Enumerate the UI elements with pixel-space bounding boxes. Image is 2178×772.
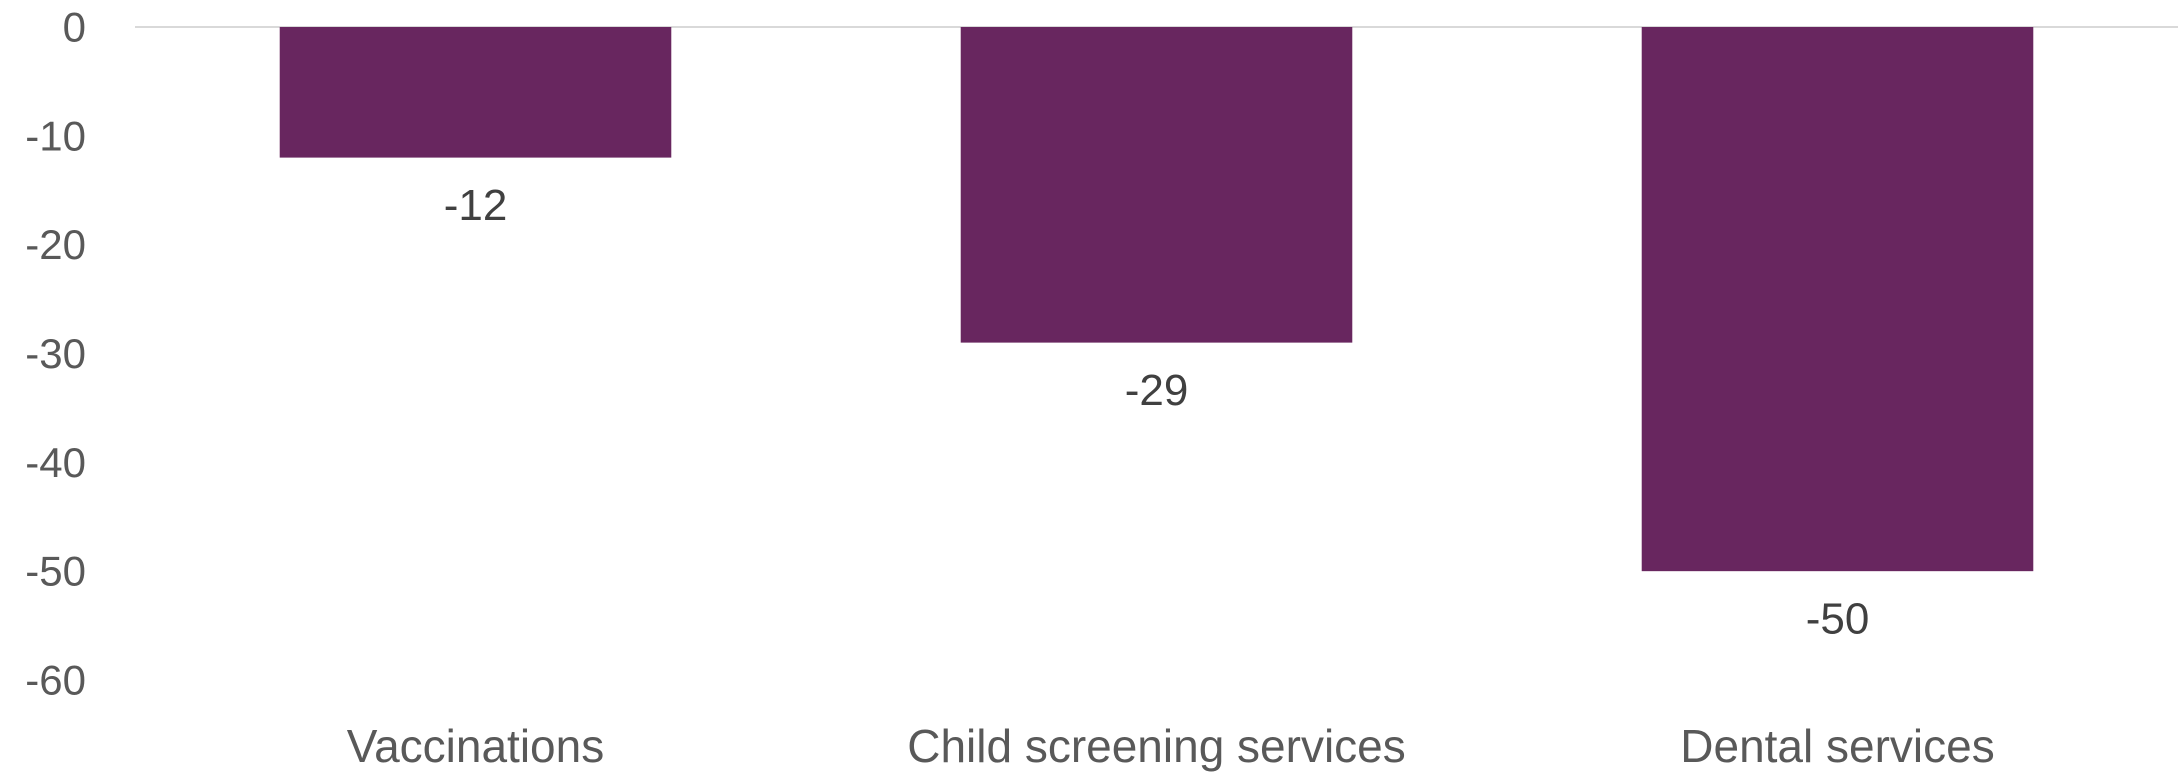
y-tick-label: 0 [63, 4, 86, 51]
bar [1641, 27, 2034, 572]
bar [279, 27, 672, 158]
category-label: Vaccinations [347, 720, 604, 772]
category-label: Dental services [1680, 720, 1994, 772]
y-tick-label: -60 [25, 657, 86, 704]
y-tick-label: -40 [25, 439, 86, 486]
data-label: -50 [1806, 595, 1870, 644]
category-labels: Vaccinations Child screening services Dent… [347, 720, 1995, 772]
y-tick-label: -30 [25, 330, 86, 377]
data-label: -29 [1125, 366, 1189, 415]
y-tick-label: -10 [25, 112, 86, 159]
bar [960, 27, 1353, 343]
bars [279, 27, 2034, 572]
data-label: -12 [444, 181, 508, 230]
y-tick-label: -50 [25, 548, 86, 595]
data-labels: -12 -29 -50 [444, 181, 1870, 644]
y-tick-label: -20 [25, 221, 86, 268]
category-label: Child screening services [907, 720, 1406, 772]
y-axis-ticks: 0 -10 -20 -30 -40 -50 -60 [25, 4, 86, 704]
